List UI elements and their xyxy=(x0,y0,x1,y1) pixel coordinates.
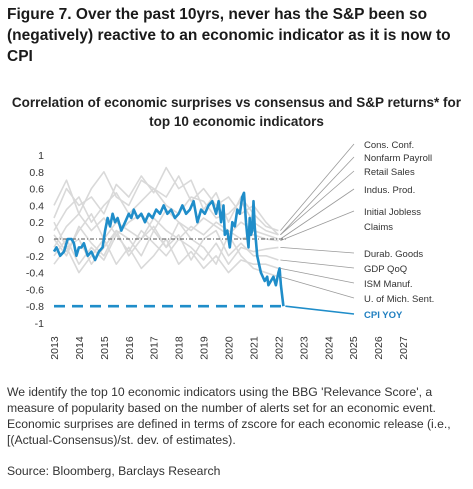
leader-line-u-of-mich-sent xyxy=(280,276,355,299)
series-label-initial-jobless-claims: Initial Jobless xyxy=(364,207,421,218)
leader-line-nonfarm-payroll xyxy=(280,156,355,236)
series-line-u-of-mich-sent xyxy=(53,221,279,278)
y-tick-label: 1 xyxy=(38,150,44,162)
y-tick-label: -0.4 xyxy=(26,268,44,280)
x-tick-label: 2017 xyxy=(149,336,161,360)
x-tick-label: 2016 xyxy=(124,336,136,360)
figure-source: Source: Bloomberg, Barclays Research xyxy=(7,464,221,478)
figure-description: We identify the top 10 economic indicato… xyxy=(7,385,451,447)
series-label-gdp-qoq: GDP QoQ xyxy=(364,264,407,275)
series-line-durab-goods xyxy=(53,229,279,265)
leader-line-durab-goods xyxy=(280,247,355,254)
series-label-ism-manuf: ISM Manuf. xyxy=(364,279,413,290)
x-tick-label: 2014 xyxy=(74,336,86,360)
y-tick-label: -0.6 xyxy=(26,284,44,296)
y-tick-label: -1 xyxy=(35,318,44,330)
x-tick-label: 2013 xyxy=(49,336,61,360)
series-label-cons-conf: Cons. Conf. xyxy=(364,140,414,151)
x-tick-label: 2015 xyxy=(99,336,111,360)
line-chart: 1 0.8 0.6 0.4 0.2 0 -0.2 -0.4 -0.6 -0.8 -1 2013 2014… xyxy=(26,140,434,360)
series-label-u-of-mich-sent: U. of Mich. Sent. xyxy=(364,294,434,305)
x-tick-label: 2022 xyxy=(273,336,285,360)
y-tick-label: 0.4 xyxy=(29,200,44,212)
x-tick-label: 2020 xyxy=(224,336,236,360)
y-tick-label: 0.8 xyxy=(29,167,44,179)
series-label-nonfarm-payroll: Nonfarm Payroll xyxy=(364,153,432,164)
x-tick-label: 2025 xyxy=(348,336,360,360)
series-line-cpi-yoy xyxy=(52,191,285,307)
x-tick-label: 2021 xyxy=(248,336,260,360)
leader-line-initial-jobless-claims xyxy=(280,210,355,242)
leader-line-cpi-yoy xyxy=(285,305,355,315)
series-line-gdp-qoq xyxy=(53,221,279,265)
y-tick-label: -0.2 xyxy=(26,251,44,263)
series-label-indus-prod: Indus. Prod. xyxy=(364,185,415,196)
series-line-ism-manuf xyxy=(53,238,279,274)
series-label-retail-sales: Retail Sales xyxy=(364,167,415,178)
leader-line-gdp-qoq xyxy=(280,259,355,269)
leader-line-ism-manuf xyxy=(280,268,355,284)
y-tick-label: 0.2 xyxy=(29,217,44,229)
x-tick-label: 2027 xyxy=(398,336,410,360)
leader-line-indus-prod xyxy=(280,188,355,240)
x-tick-label: 2018 xyxy=(174,336,186,360)
y-tick-label: 0.6 xyxy=(29,184,44,196)
figure-title: Figure 7. Over the past 10yrs, never has… xyxy=(7,6,451,65)
chart-title: Correlation of economic surprises vs con… xyxy=(11,95,462,129)
y-tick-label: -0.8 xyxy=(26,301,44,313)
leader-line-cons-conf xyxy=(280,143,355,231)
x-tick-label: 2024 xyxy=(323,336,335,360)
x-tick-label: 2023 xyxy=(298,336,310,360)
y-tick-label: 0 xyxy=(38,234,44,246)
x-tick-label: 2026 xyxy=(373,336,385,360)
series-label-initial-jobless-claims: Claims xyxy=(364,222,393,233)
series-label-cpi-yoy: CPI YOY xyxy=(364,310,403,321)
leader-line-retail-sales xyxy=(280,170,355,236)
series-label-durab-goods: Durab. Goods xyxy=(364,249,423,260)
x-tick-label: 2019 xyxy=(199,336,211,360)
